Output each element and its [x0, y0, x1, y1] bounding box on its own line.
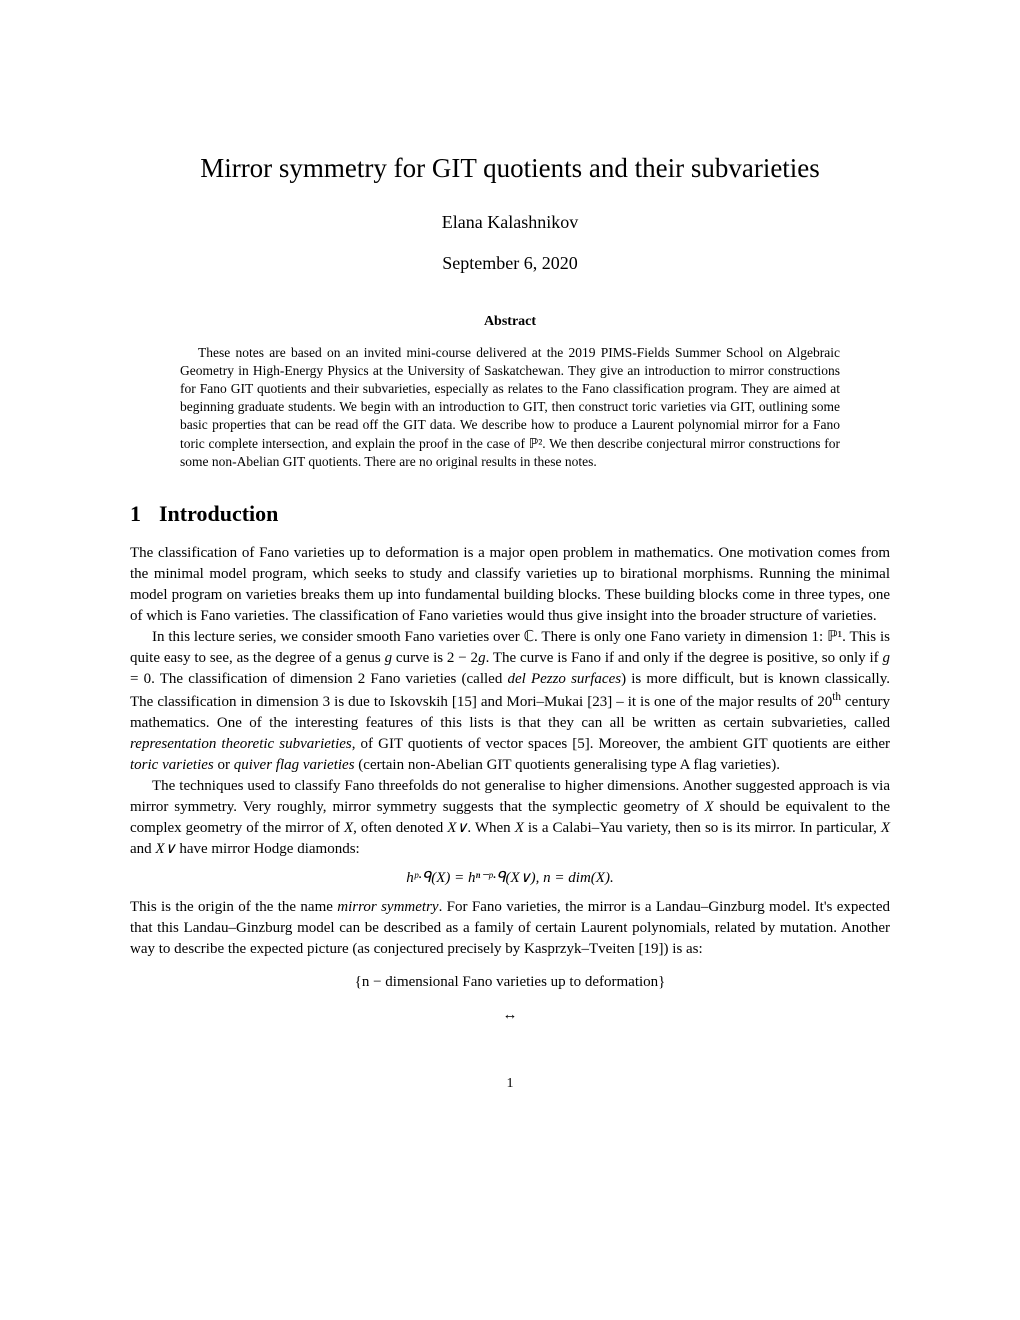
- text-span: have mirror Hodge diamonds:: [176, 841, 360, 857]
- body-paragraph-1: The classification of Fano varieties up …: [130, 543, 890, 627]
- math-var-g: g: [478, 650, 486, 666]
- body-paragraph-3: The techniques used to classify Fano thr…: [130, 776, 890, 860]
- math-var-x: X: [881, 820, 890, 836]
- superscript-th: th: [832, 691, 841, 703]
- text-span: (certain non-Abelian GIT quotients gener…: [355, 757, 780, 773]
- page-container: Mirror symmetry for GIT quotients and th…: [0, 0, 1020, 1152]
- paper-date: September 6, 2020: [130, 253, 890, 274]
- math-var-x: X: [344, 820, 353, 836]
- math-var-x: X: [515, 820, 524, 836]
- abstract-body: These notes are based on an invited mini…: [180, 344, 840, 472]
- text-span: and: [130, 841, 155, 857]
- paper-author: Elana Kalashnikov: [130, 212, 890, 233]
- equation-hodge: hᵖ·ᑫ(X) = hⁿ⁻ᵖ·ᑫ(X∨), n = dim(X).: [130, 868, 890, 889]
- section-heading-introduction: 1 Introduction: [130, 501, 890, 527]
- text-span: = 0. The classification of dimension 2 F…: [130, 671, 507, 687]
- section-number: 1: [130, 501, 141, 527]
- italic-term: del Pezzo surfaces: [507, 671, 621, 687]
- italic-term: mirror symmetry: [337, 899, 438, 915]
- math-var-g: g: [385, 650, 393, 666]
- italic-term: representation theoretic subvarieties: [130, 736, 352, 752]
- equation-arrow: ↔: [130, 1005, 890, 1026]
- equation-set: {n − dimensional Fano varieties up to de…: [130, 972, 890, 993]
- text-span: . The curve is Fano if and only if the d…: [486, 650, 883, 666]
- math-var-xvee: X∨: [155, 841, 175, 857]
- text-span: curve is 2 − 2: [392, 650, 478, 666]
- text-span: is a Calabi–Yau variety, then so is its …: [524, 820, 881, 836]
- italic-term: toric varieties: [130, 757, 214, 773]
- page-number: 1: [130, 1076, 890, 1092]
- text-span: or: [214, 757, 234, 773]
- body-paragraph-2: In this lecture series, we consider smoo…: [130, 627, 890, 776]
- italic-term: quiver flag varieties: [234, 757, 355, 773]
- text-span: . When: [467, 820, 514, 836]
- math-var-x: X: [704, 799, 713, 815]
- paper-title: Mirror symmetry for GIT quotients and th…: [130, 153, 890, 184]
- math-var-xvee: X∨: [447, 820, 467, 836]
- math-var-g: g: [883, 650, 891, 666]
- section-title: Introduction: [159, 501, 278, 526]
- abstract-heading: Abstract: [130, 314, 890, 330]
- body-text: The classification of Fano varieties up …: [130, 543, 890, 1026]
- body-paragraph-4: This is the origin of the the name mirro…: [130, 897, 890, 960]
- text-span: This is the origin of the the name: [130, 899, 337, 915]
- text-span: , often denoted: [353, 820, 447, 836]
- text-span: , of GIT quotients of vector spaces [5].…: [352, 736, 890, 752]
- abstract-paragraph: These notes are based on an invited mini…: [180, 344, 840, 472]
